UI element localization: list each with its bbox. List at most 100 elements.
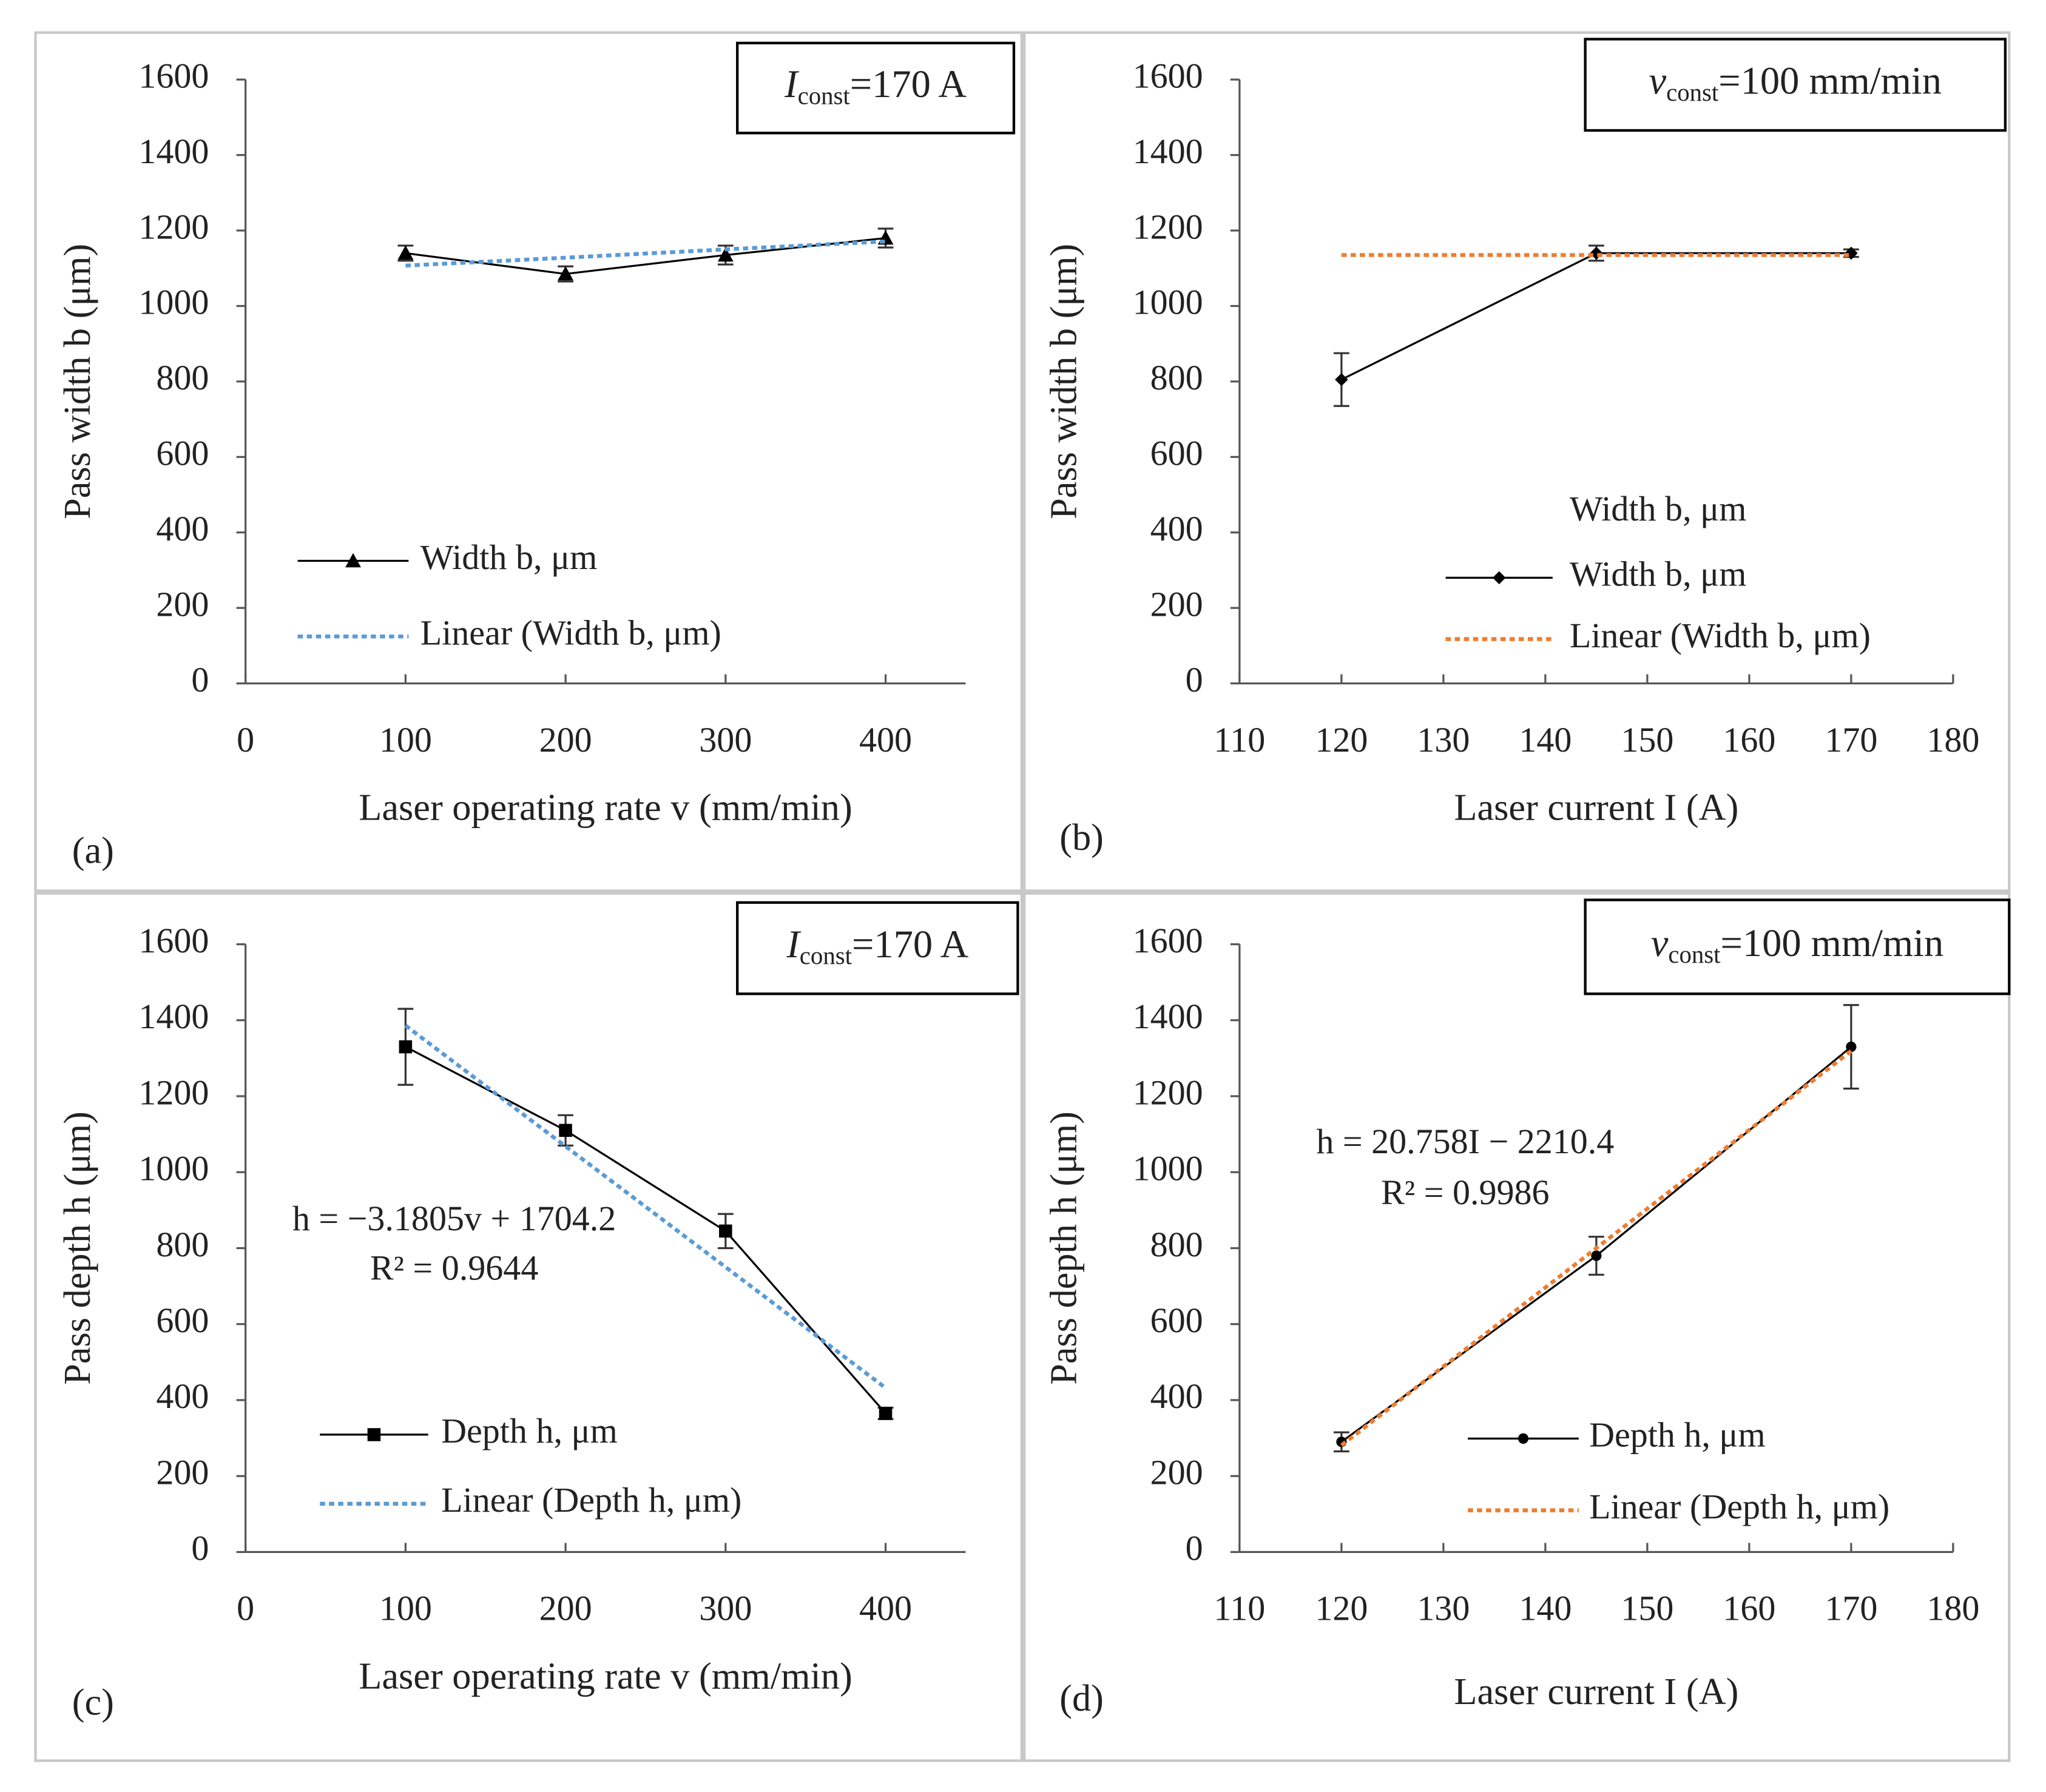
legend-label: Width b, μm bbox=[420, 537, 598, 577]
y-tick-label: 400 bbox=[1150, 509, 1203, 548]
annotation-subscript: const bbox=[1666, 79, 1719, 106]
y-tick-label: 600 bbox=[1150, 1301, 1203, 1340]
x-tick-label: 130 bbox=[1417, 1589, 1470, 1628]
trend-line bbox=[405, 239, 886, 268]
panel-label: (d) bbox=[1059, 1677, 1104, 1719]
marker bbox=[1518, 1433, 1529, 1444]
trend-equation: R² = 0.9986 bbox=[1381, 1173, 1549, 1212]
x-tick-label: 110 bbox=[1214, 1589, 1265, 1628]
trend-equation: R² = 0.9644 bbox=[370, 1248, 538, 1287]
trend-equation: h = −3.1805v + 1704.2 bbox=[292, 1199, 616, 1238]
y-tick-label: 800 bbox=[156, 358, 209, 397]
marker bbox=[559, 1123, 572, 1137]
y-tick-label: 1600 bbox=[1133, 56, 1203, 95]
y-tick-label: 200 bbox=[156, 1452, 209, 1492]
y-axis-title: Pass width b (μm) bbox=[56, 244, 98, 519]
legend-label: Linear (Width b, μm) bbox=[420, 613, 721, 652]
legend-label: Linear (Width b, μm) bbox=[1570, 616, 1871, 655]
y-tick-label: 1000 bbox=[138, 283, 209, 322]
y-tick-label: 1400 bbox=[1133, 132, 1203, 171]
x-tick-label: 160 bbox=[1723, 720, 1775, 760]
y-tick-label: 400 bbox=[1150, 1376, 1203, 1416]
annotation-text: =100 mm/min bbox=[1721, 921, 1944, 965]
y-tick-label: 1000 bbox=[1133, 283, 1203, 322]
annotation: Iconst=170 A bbox=[786, 923, 968, 970]
y-tick-label: 1200 bbox=[138, 207, 209, 246]
annotation-subscript: const bbox=[798, 83, 851, 110]
trend-equation: h = 20.758I − 2210.4 bbox=[1316, 1122, 1614, 1161]
panel-label: (c) bbox=[72, 1681, 114, 1723]
x-tick-label: 200 bbox=[539, 720, 592, 760]
marker bbox=[399, 1040, 413, 1054]
y-tick-label: 1600 bbox=[138, 921, 209, 960]
y-tick-label: 800 bbox=[1150, 358, 1203, 397]
annotation-box bbox=[736, 901, 1019, 995]
x-tick-label: 120 bbox=[1315, 1589, 1368, 1628]
annotation-box bbox=[736, 41, 1016, 135]
y-tick-label: 0 bbox=[1186, 660, 1203, 699]
y-tick-label: 1400 bbox=[138, 997, 209, 1036]
marker bbox=[345, 553, 361, 568]
annotation: vconst=100 mm/min bbox=[1651, 921, 1944, 969]
x-tick-label: 100 bbox=[379, 720, 432, 760]
x-tick-label: 160 bbox=[1723, 1589, 1775, 1628]
data-line bbox=[405, 1046, 886, 1414]
annotation: vconst=100 mm/min bbox=[1649, 59, 1942, 107]
x-tick-label: 130 bbox=[1417, 720, 1470, 760]
legend-label: Linear (Depth h, μm) bbox=[441, 1480, 741, 1520]
x-tick-label: 100 bbox=[379, 1589, 432, 1628]
annotation-text: =170 A bbox=[850, 62, 967, 106]
legend-title: Width b, μm bbox=[1570, 489, 1747, 528]
panel-border bbox=[1023, 892, 2011, 1762]
x-tick-label: 0 bbox=[237, 720, 254, 760]
y-tick-label: 200 bbox=[1150, 584, 1203, 624]
x-tick-label: 300 bbox=[699, 720, 752, 760]
annotation-subscript: const bbox=[1668, 941, 1721, 968]
x-tick-label: 400 bbox=[859, 720, 912, 760]
marker bbox=[558, 266, 573, 281]
annotation-text: =170 A bbox=[852, 923, 969, 966]
annotation: Iconst=170 A bbox=[784, 62, 967, 110]
x-tick-label: 200 bbox=[539, 1589, 592, 1628]
y-tick-label: 200 bbox=[156, 584, 209, 624]
x-tick-label: 170 bbox=[1825, 1589, 1877, 1628]
y-tick-label: 1000 bbox=[138, 1149, 209, 1188]
x-tick-label: 140 bbox=[1519, 720, 1572, 760]
marker bbox=[879, 1407, 893, 1420]
y-tick-label: 600 bbox=[156, 1301, 209, 1340]
y-axis-title: Pass depth h (μm) bbox=[1042, 1111, 1084, 1385]
panel-border bbox=[34, 892, 1023, 1762]
x-tick-label: 110 bbox=[1214, 720, 1265, 760]
x-tick-label: 0 bbox=[237, 1589, 254, 1628]
y-tick-label: 1400 bbox=[138, 132, 209, 171]
x-tick-label: 180 bbox=[1926, 720, 1979, 760]
trend-line bbox=[1340, 1049, 1852, 1447]
x-tick-label: 300 bbox=[699, 1589, 752, 1628]
x-axis-title: Laser operating rate v (mm/min) bbox=[359, 787, 852, 829]
y-tick-label: 400 bbox=[156, 509, 209, 548]
x-axis-title: Laser current I (A) bbox=[1454, 1671, 1738, 1713]
annotation-symbol: I bbox=[784, 62, 799, 106]
marker bbox=[397, 245, 414, 260]
y-tick-label: 800 bbox=[156, 1225, 209, 1264]
y-axis-title: Pass depth h (μm) bbox=[56, 1111, 98, 1385]
y-tick-label: 200 bbox=[1150, 1452, 1203, 1492]
y-tick-label: 1200 bbox=[1133, 1073, 1203, 1112]
annotation-symbol: v bbox=[1651, 921, 1669, 965]
y-tick-label: 1600 bbox=[138, 56, 209, 95]
annotation-box bbox=[1584, 38, 2007, 132]
marker bbox=[717, 247, 734, 262]
legend-label: Linear (Depth h, μm) bbox=[1589, 1487, 1889, 1526]
y-tick-label: 1200 bbox=[1133, 207, 1203, 246]
y-tick-label: 600 bbox=[156, 434, 209, 473]
x-tick-label: 150 bbox=[1621, 720, 1673, 760]
y-tick-label: 0 bbox=[191, 1529, 209, 1568]
marker bbox=[367, 1428, 381, 1441]
y-tick-label: 400 bbox=[156, 1376, 209, 1416]
x-tick-label: 170 bbox=[1825, 720, 1877, 760]
x-tick-label: 400 bbox=[859, 1589, 912, 1628]
marker bbox=[1846, 1042, 1857, 1053]
annotation-symbol: I bbox=[786, 923, 801, 966]
x-axis-title: Laser operating rate v (mm/min) bbox=[359, 1655, 852, 1697]
